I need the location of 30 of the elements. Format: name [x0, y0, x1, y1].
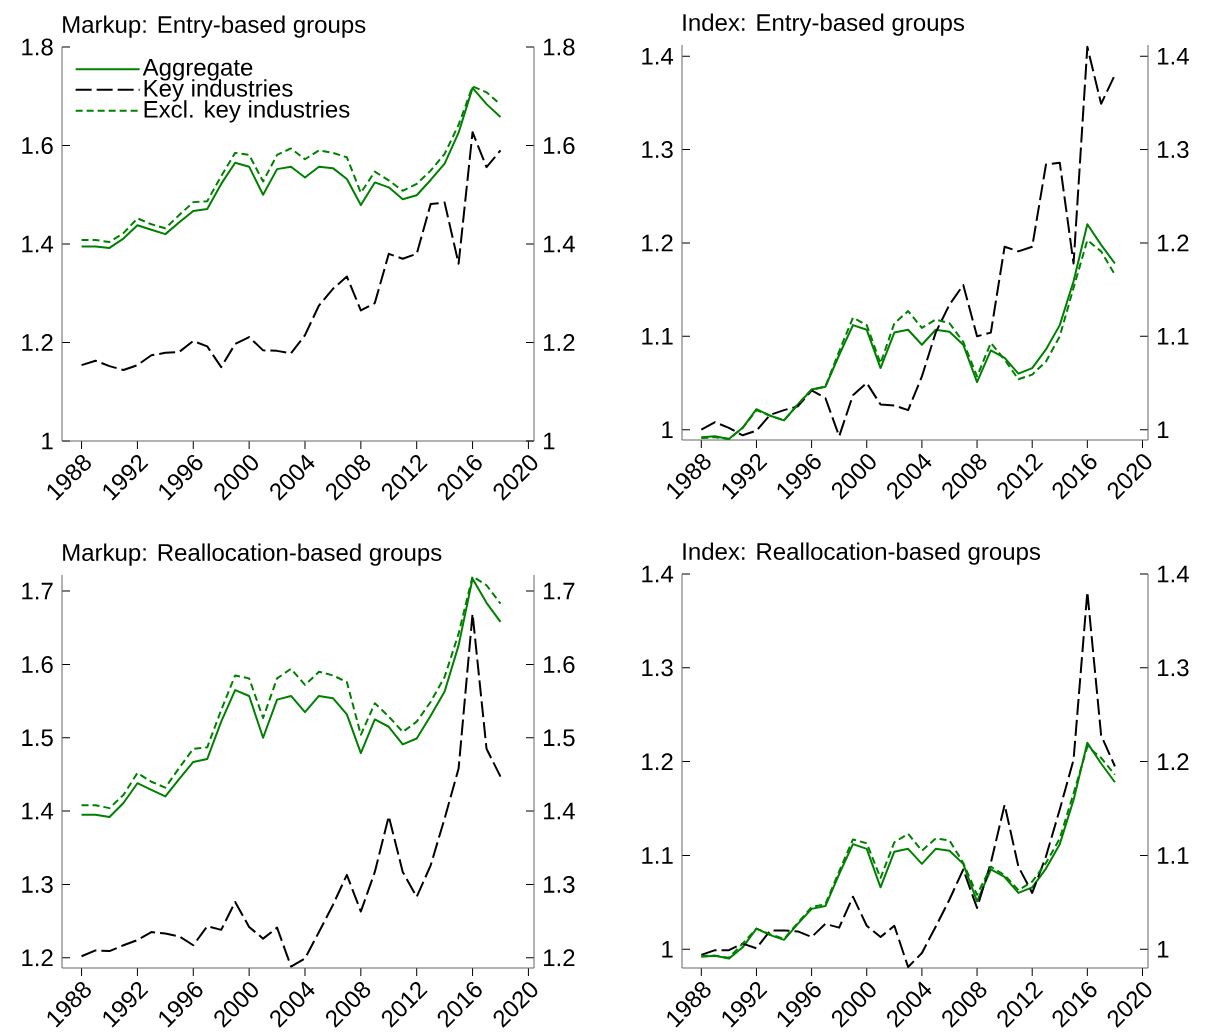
y-tick-label: 1.3 — [642, 141, 673, 159]
line-series — [80, 131, 502, 372]
chart-title: Markup: Entry-based groups — [63, 15, 366, 38]
y-tick-label: 1 — [1158, 940, 1169, 958]
y-tick-label: 1.8 — [22, 38, 53, 56]
y-tick-label: 1.1 — [642, 328, 673, 345]
chart-title: Index: Entry-based groups — [683, 13, 965, 36]
y-tick-label: 1.6 — [22, 137, 53, 154]
chart-title: Index: Reallocation-based groups — [683, 542, 1041, 565]
y-tick-label: 1.3 — [544, 875, 575, 893]
y-tick-label: 1.6 — [544, 655, 575, 673]
y-tick-label: 1.2 — [22, 334, 53, 351]
line-series — [80, 612, 502, 968]
legend-label: Excl. key industries — [144, 100, 350, 123]
y-tick-label: 1.2 — [544, 949, 575, 967]
y-tick-label: 1.7 — [544, 582, 575, 600]
y-tick-label: 1.4 — [1158, 565, 1189, 583]
line-series — [700, 45, 1116, 438]
y-tick-label: 1 — [662, 421, 673, 438]
y-tick-label: 1.3 — [1158, 659, 1189, 677]
chart-title: Markup: Reallocation-based groups — [63, 543, 442, 566]
y-tick-label: 1.1 — [1158, 847, 1189, 864]
y-tick-label: 1.2 — [642, 234, 673, 252]
y-tick-label: 1.4 — [22, 235, 54, 253]
y-tick-label: 1.5 — [544, 729, 575, 747]
legend-label: Aggregate — [142, 59, 253, 81]
y-tick-label: 1 — [42, 432, 53, 450]
y-tick-label: 1.4 — [544, 802, 575, 820]
y-tick-label: 1.4 — [642, 47, 674, 65]
y-tick-label: 1.2 — [1158, 753, 1189, 770]
